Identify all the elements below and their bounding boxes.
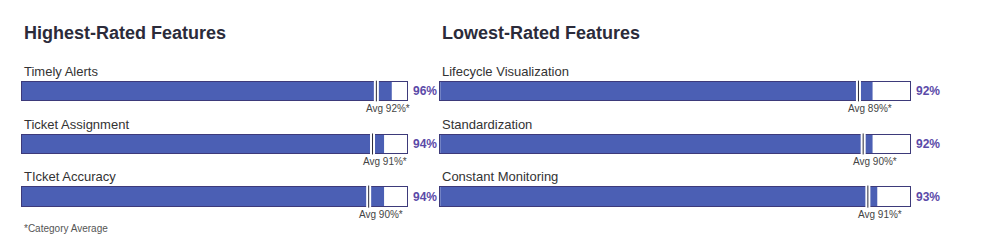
svg-text:93%: 93% <box>916 190 940 204</box>
svg-text:Avg 92%*: Avg 92%* <box>366 103 410 114</box>
svg-text:92%: 92% <box>916 84 940 98</box>
svg-text:TIcket Accuracy: TIcket Accuracy <box>24 169 116 184</box>
svg-text:Avg 91%*: Avg 91%* <box>363 156 407 167</box>
svg-text:94%: 94% <box>413 137 437 151</box>
svg-text:Lifecycle Visualization: Lifecycle Visualization <box>442 64 569 79</box>
svg-text:Avg 90%*: Avg 90%* <box>359 209 403 220</box>
svg-text:94%: 94% <box>413 190 437 204</box>
svg-text:Highest-Rated Features: Highest-Rated Features <box>24 23 226 43</box>
svg-text:Constant Monitoring: Constant Monitoring <box>442 169 558 184</box>
svg-text:92%: 92% <box>916 137 940 151</box>
svg-text:*Category Average: *Category Average <box>24 223 108 234</box>
svg-text:Avg 89%*: Avg 89%* <box>848 103 892 114</box>
svg-text:Ticket Assignment: Ticket Assignment <box>24 117 129 132</box>
svg-text:Lowest-Rated Features: Lowest-Rated Features <box>442 23 640 43</box>
svg-text:Avg 90%*: Avg 90%* <box>853 156 897 167</box>
svg-text:Standardization: Standardization <box>442 117 532 132</box>
svg-text:Avg 91%*: Avg 91%* <box>858 209 902 220</box>
svg-text:Timely Alerts: Timely Alerts <box>24 64 98 79</box>
svg-text:96%: 96% <box>413 84 437 98</box>
